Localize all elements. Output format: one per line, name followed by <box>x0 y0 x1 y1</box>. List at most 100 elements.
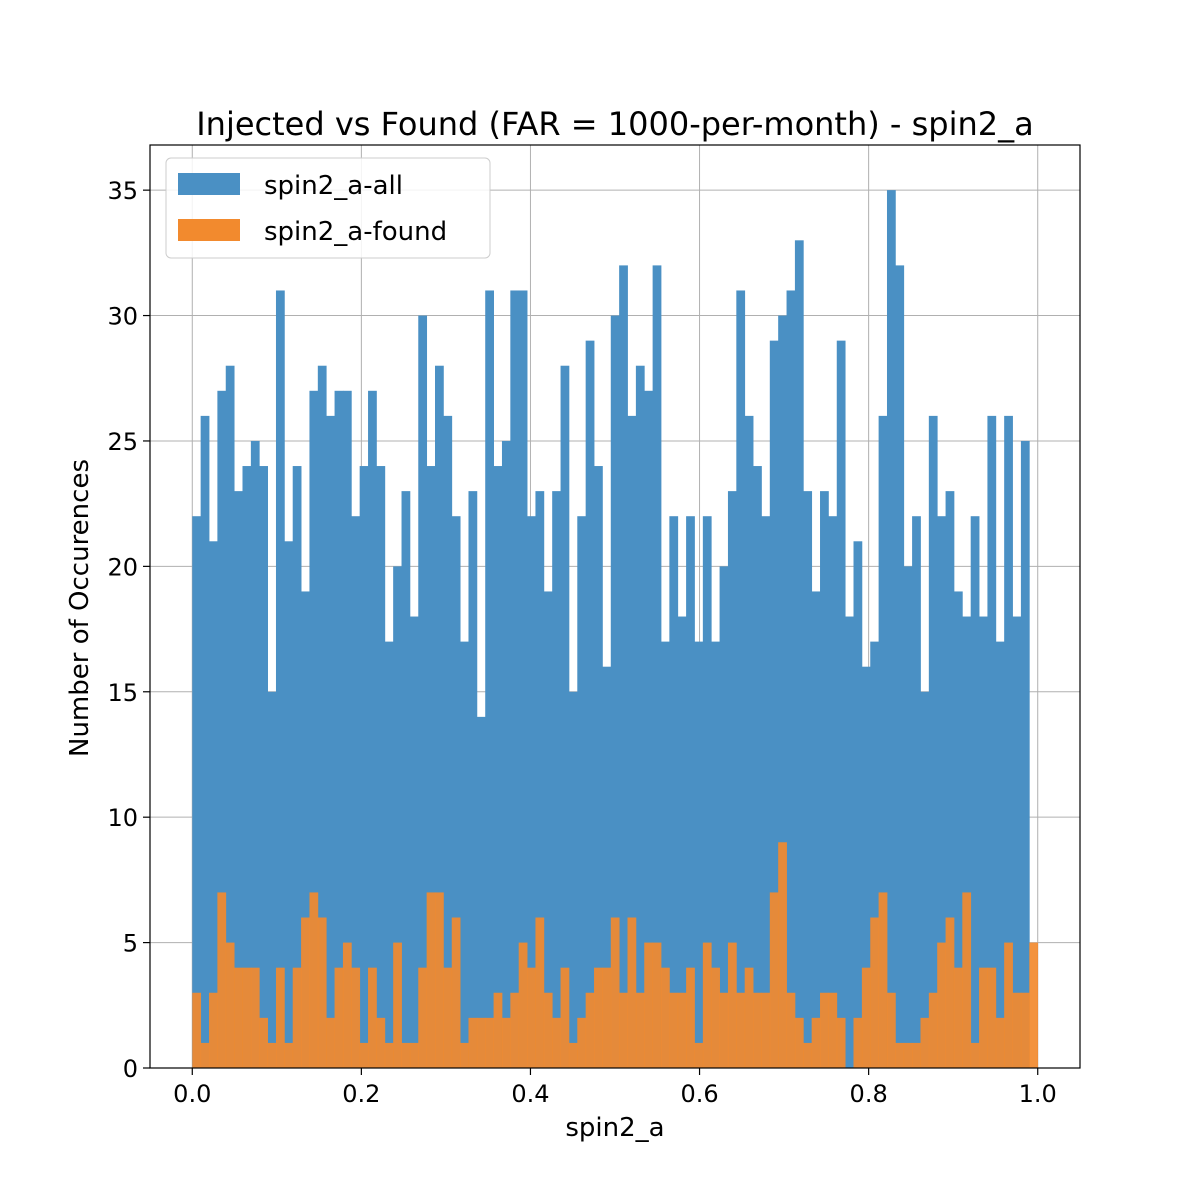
bar-all-61 <box>702 516 712 1068</box>
bar-all-98 <box>1012 616 1022 1068</box>
bar-all-63 <box>719 566 729 1068</box>
bar-found-10 <box>275 967 285 1068</box>
bar-all-21 <box>368 390 377 1068</box>
bar-all-85 <box>903 566 913 1068</box>
bar-found-49 <box>602 967 612 1068</box>
bar-found-86 <box>912 1042 921 1068</box>
bar-found-1 <box>200 1042 210 1068</box>
bar-all-8 <box>259 466 269 1069</box>
bar-found-96 <box>995 1017 1005 1068</box>
bar-all-4 <box>225 365 235 1068</box>
bar-found-63 <box>719 992 729 1068</box>
x-tick-label: 0.8 <box>850 1080 888 1108</box>
bar-found-25 <box>401 1042 411 1068</box>
y-axis-label: Number of Occurences <box>65 459 95 757</box>
bar-found-60 <box>694 1042 704 1068</box>
bar-found-41 <box>535 917 545 1068</box>
bar-found-62 <box>711 967 720 1068</box>
series-1 <box>192 842 1039 1068</box>
bar-all-99 <box>1020 440 1030 1069</box>
bar-all-23 <box>384 641 394 1068</box>
bar-all-9 <box>267 691 277 1068</box>
y-tick-label: 35 <box>107 177 138 205</box>
bar-all-35 <box>485 290 494 1068</box>
bar-all-31 <box>451 516 461 1068</box>
bar-found-66 <box>744 967 754 1068</box>
bar-found-82 <box>878 892 888 1068</box>
bar-all-42 <box>543 591 553 1068</box>
bar-all-93 <box>970 516 980 1068</box>
bar-all-27 <box>418 315 428 1069</box>
bar-found-20 <box>359 1042 369 1068</box>
legend-swatch-all <box>178 173 240 195</box>
bar-found-23 <box>384 1042 394 1068</box>
bar-found-43 <box>552 1017 561 1068</box>
bar-all-28 <box>426 466 436 1069</box>
bar-all-90 <box>945 491 955 1068</box>
bar-all-48 <box>594 466 603 1069</box>
bar-all-24 <box>393 566 402 1068</box>
bar-all-64 <box>727 491 737 1068</box>
bar-found-69 <box>769 892 779 1068</box>
bar-found-71 <box>786 992 796 1068</box>
bar-found-7 <box>250 967 260 1068</box>
bar-all-75 <box>820 491 829 1068</box>
bar-all-96 <box>995 641 1005 1068</box>
bar-all-2 <box>209 541 218 1068</box>
bar-all-19 <box>351 516 361 1068</box>
bar-found-56 <box>660 967 670 1068</box>
bar-found-8 <box>259 1017 269 1068</box>
bar-found-48 <box>594 967 603 1068</box>
bar-found-95 <box>987 967 997 1068</box>
bar-all-88 <box>928 415 938 1068</box>
y-tick-label: 25 <box>107 428 138 456</box>
bar-found-45 <box>568 1042 578 1068</box>
bar-all-7 <box>250 440 260 1069</box>
x-tick-label: 0.0 <box>173 1080 211 1108</box>
bar-all-81 <box>870 641 880 1068</box>
bar-all-97 <box>1004 415 1013 1068</box>
bar-found-67 <box>753 992 762 1068</box>
bar-all-73 <box>803 491 813 1068</box>
bar-all-25 <box>401 491 411 1068</box>
bar-all-38 <box>510 290 520 1068</box>
bar-all-37 <box>501 440 511 1069</box>
bar-all-17 <box>334 390 344 1068</box>
bar-found-72 <box>794 1017 804 1068</box>
bar-all-94 <box>979 616 988 1068</box>
bar-found-19 <box>351 967 361 1068</box>
bar-found-97 <box>1004 942 1013 1068</box>
bar-found-2 <box>209 992 218 1068</box>
bar-found-74 <box>811 1017 821 1068</box>
bar-found-40 <box>527 967 536 1068</box>
legend: spin2_a-all spin2_a-found <box>165 157 491 259</box>
legend-swatch-found <box>178 219 240 241</box>
bar-found-93 <box>970 1042 980 1068</box>
bar-found-33 <box>468 1017 478 1068</box>
bar-found-15 <box>317 917 327 1068</box>
bar-all-60 <box>694 641 704 1068</box>
bar-all-78 <box>845 616 854 1068</box>
x-tick-label: 1.0 <box>1019 1080 1057 1108</box>
bar-found-80 <box>861 967 871 1068</box>
bar-found-34 <box>476 1017 486 1068</box>
bar-found-99 <box>1020 992 1030 1068</box>
bar-all-15 <box>317 365 327 1068</box>
bar-all-33 <box>468 491 478 1068</box>
bar-found-73 <box>803 1042 813 1068</box>
bar-all-47 <box>585 340 595 1068</box>
bar-all-39 <box>518 290 528 1068</box>
bar-all-10 <box>275 290 285 1068</box>
bar-found-77 <box>836 1017 846 1068</box>
bar-found-29 <box>435 892 444 1068</box>
bar-all-82 <box>878 415 888 1068</box>
bar-all-74 <box>811 591 821 1068</box>
bar-found-28 <box>426 892 436 1068</box>
bar-found-12 <box>292 967 302 1068</box>
bar-found-4 <box>225 942 235 1068</box>
bar-found-30 <box>443 967 453 1068</box>
bar-found-39 <box>518 942 528 1068</box>
bar-found-22 <box>376 1017 386 1068</box>
bar-found-58 <box>677 992 687 1068</box>
bar-all-80 <box>861 666 871 1068</box>
